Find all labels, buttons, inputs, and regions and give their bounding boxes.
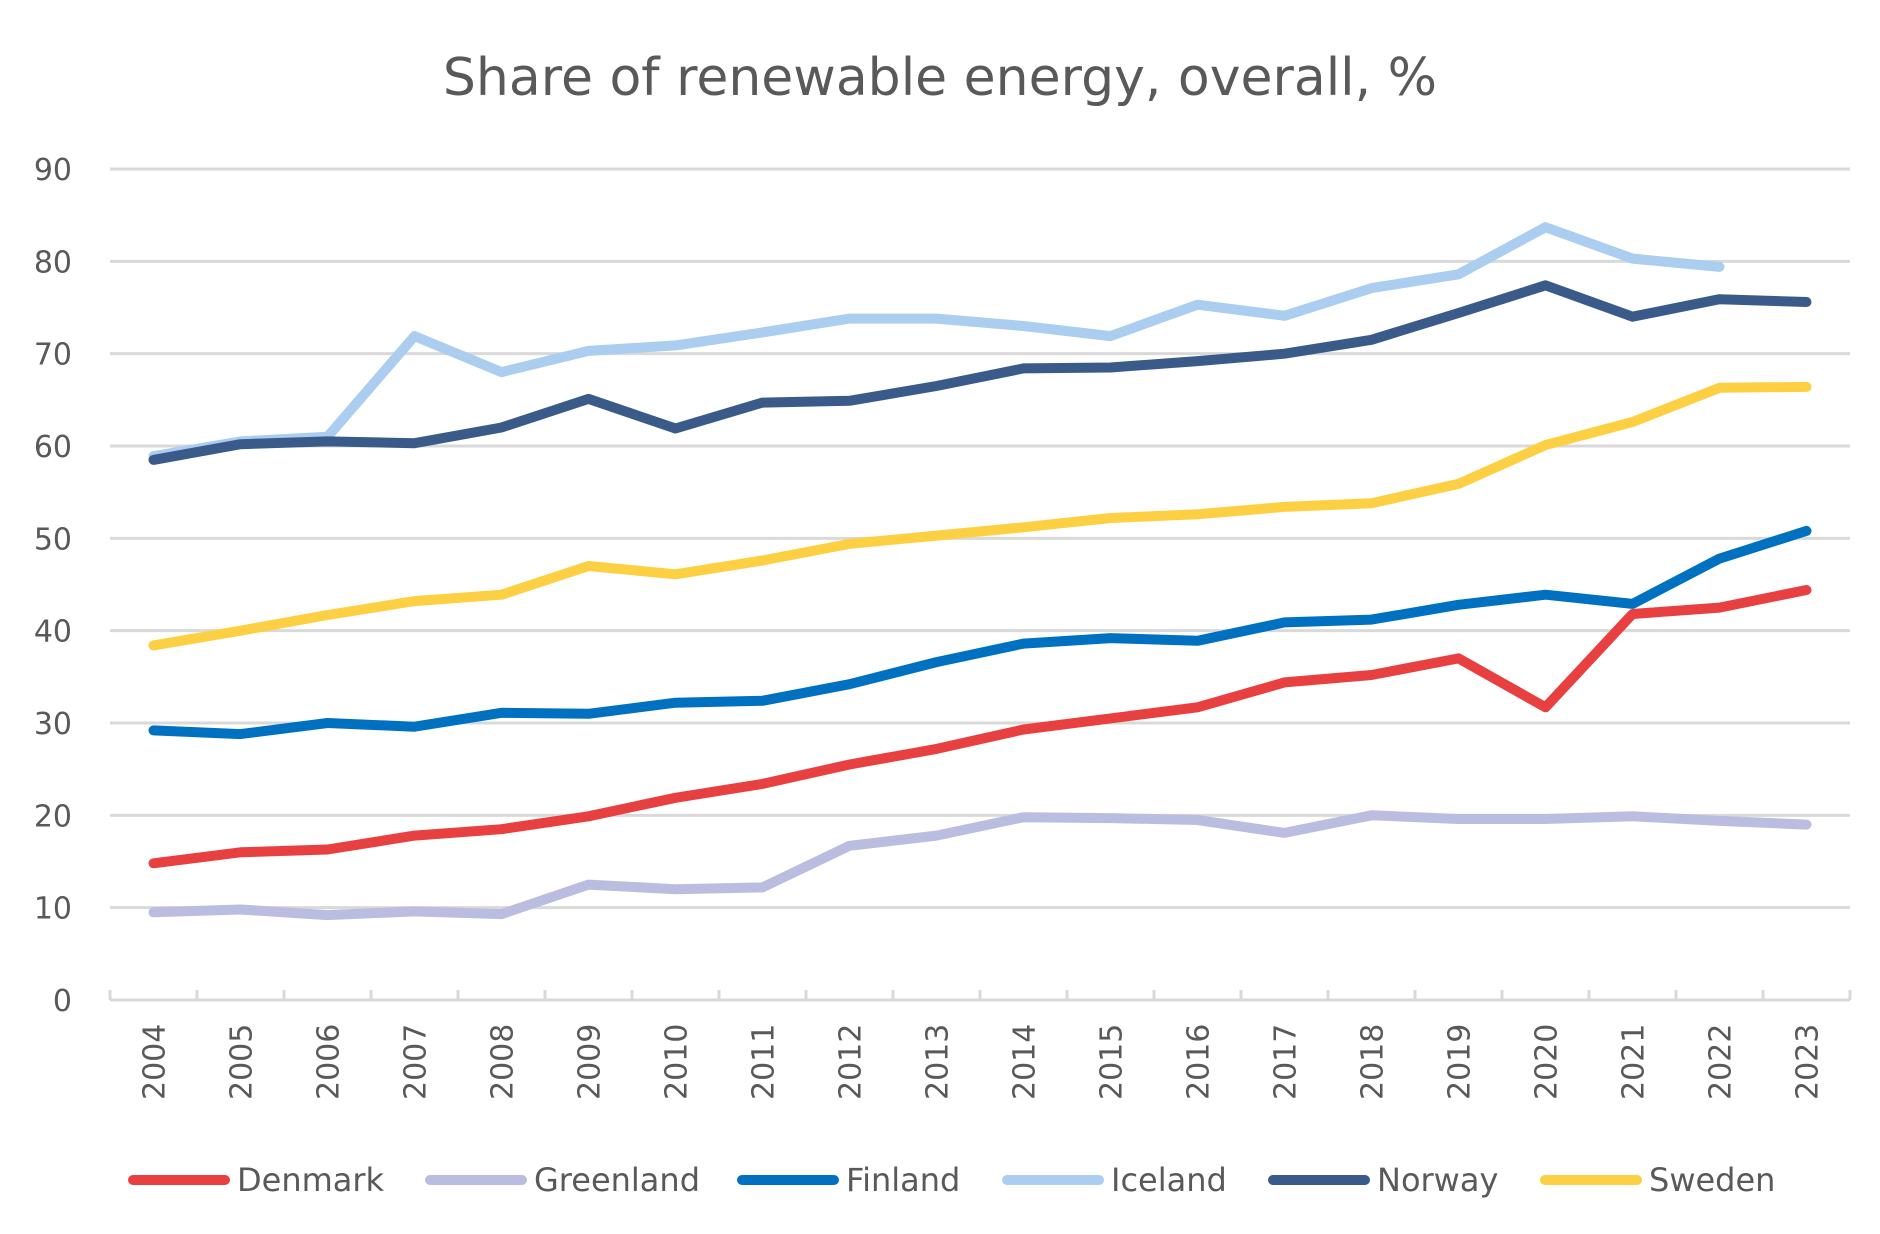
legend-label: Finland <box>846 1161 960 1199</box>
legend-label: Iceland <box>1111 1161 1227 1199</box>
y-tick-label: 70 <box>34 338 72 373</box>
y-tick-label: 60 <box>34 430 72 465</box>
x-tick-label: 2023 <box>1791 1024 1826 1100</box>
series-line-finland <box>148 525 1812 740</box>
x-tick-label: 2020 <box>1530 1024 1565 1100</box>
x-tick-label: 2022 <box>1704 1024 1739 1100</box>
x-tick-label: 2010 <box>660 1024 695 1100</box>
series-lines <box>148 222 1812 921</box>
x-tick-label: 2015 <box>1095 1024 1130 1100</box>
y-tick-label: 20 <box>34 799 72 834</box>
x-tick-label: 2018 <box>1356 1024 1391 1100</box>
chart-title: Share of renewable energy, overall, % <box>443 48 1437 108</box>
x-tick-label: 2005 <box>225 1024 260 1100</box>
x-tick-label: 2009 <box>573 1024 608 1100</box>
y-axis-tick-labels: 0 10 20 30 40 50 60 70 80 90 <box>34 153 72 1019</box>
x-axis <box>108 990 1852 1002</box>
legend-label: Denmark <box>237 1161 385 1199</box>
y-tick-label: 30 <box>34 707 72 742</box>
x-tick-label: 2006 <box>312 1024 347 1100</box>
legend-item-greenland[interactable]: Greenland <box>425 1161 700 1199</box>
series-line-greenland <box>148 810 1812 921</box>
x-tick-label: 2013 <box>921 1024 956 1100</box>
y-tick-label: 10 <box>34 892 72 927</box>
x-tick-label: 2004 <box>138 1024 173 1100</box>
x-tick-label: 2017 <box>1269 1024 1304 1100</box>
gridlines <box>110 167 1850 910</box>
x-tick-label: 2014 <box>1008 1024 1043 1100</box>
x-tick-label: 2008 <box>486 1024 521 1100</box>
y-tick-label: 90 <box>34 153 72 188</box>
legend-label: Greenland <box>534 1161 700 1199</box>
x-tick-label: 2019 <box>1443 1024 1478 1100</box>
legend-item-finland[interactable]: Finland <box>737 1161 960 1199</box>
x-tick-label: 2011 <box>747 1024 782 1100</box>
legend-item-norway[interactable]: Norway <box>1268 1161 1498 1199</box>
y-tick-label: 50 <box>34 522 72 557</box>
x-axis-tick-labels: 2004 2005 2006 2007 2008 2009 2010 2011 2012 2013… <box>138 1024 1826 1100</box>
x-tick-label: 2007 <box>399 1024 434 1100</box>
y-tick-label: 0 <box>53 984 72 1019</box>
legend-label: Norway <box>1377 1161 1498 1199</box>
x-tick-label: 2016 <box>1182 1024 1217 1100</box>
x-tick-label: 2021 <box>1617 1024 1652 1100</box>
legend-item-denmark[interactable]: Denmark <box>128 1161 385 1199</box>
series-line-denmark <box>148 585 1812 869</box>
y-tick-label: 80 <box>34 245 72 280</box>
legend-item-sweden[interactable]: Sweden <box>1540 1161 1775 1199</box>
legend: Denmark Greenland Finland Iceland Norway Swed… <box>128 1161 1775 1199</box>
x-tick-label: 2012 <box>834 1024 869 1100</box>
series-line-norway <box>148 280 1812 465</box>
legend-item-iceland[interactable]: Iceland <box>1002 1161 1227 1199</box>
legend-label: Sweden <box>1649 1161 1775 1199</box>
series-line-sweden <box>148 381 1812 651</box>
y-tick-label: 40 <box>34 615 72 650</box>
